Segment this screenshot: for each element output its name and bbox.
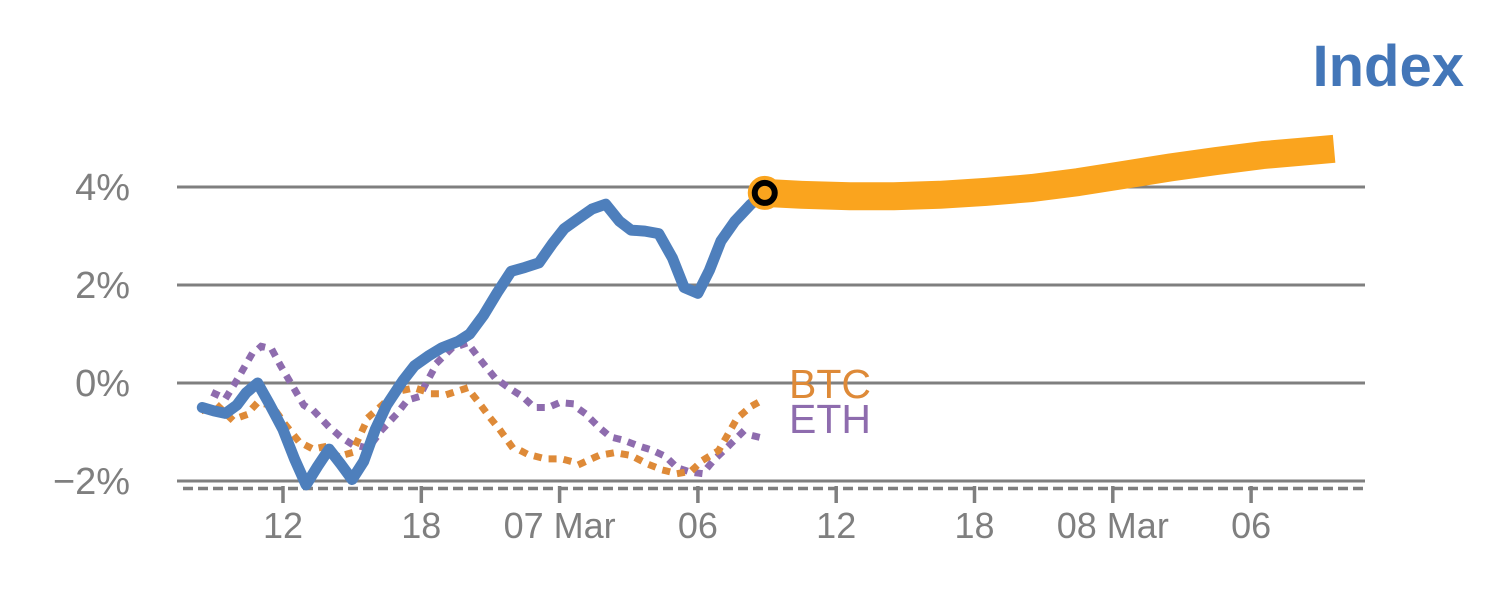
- x-tick-label: 18: [954, 505, 994, 546]
- eth-line: [210, 338, 763, 478]
- y-tick-label: 0%: [75, 363, 130, 405]
- chart-title: Index: [1313, 34, 1465, 99]
- btc-line: [200, 383, 768, 478]
- btc-legend-label: BTC: [789, 361, 871, 407]
- x-tick-label: 06: [1231, 505, 1271, 546]
- y-tick-label: 2%: [75, 265, 130, 307]
- x-tick-label: 08 Mar: [1057, 505, 1169, 546]
- x-tick-label: 12: [263, 505, 303, 546]
- eth-legend-label: ETH: [789, 396, 871, 442]
- index-projection-band: [763, 134, 1336, 211]
- index-line: [196, 187, 771, 491]
- current-point-marker-ring: [751, 179, 778, 206]
- x-tick-label: 07 Mar: [504, 505, 616, 546]
- x-tick-label: 18: [401, 505, 441, 546]
- y-tick-label: −2%: [53, 461, 130, 503]
- x-tick-label: 12: [816, 505, 856, 546]
- x-tick-label: 06: [678, 505, 718, 546]
- y-tick-label: 4%: [75, 167, 130, 209]
